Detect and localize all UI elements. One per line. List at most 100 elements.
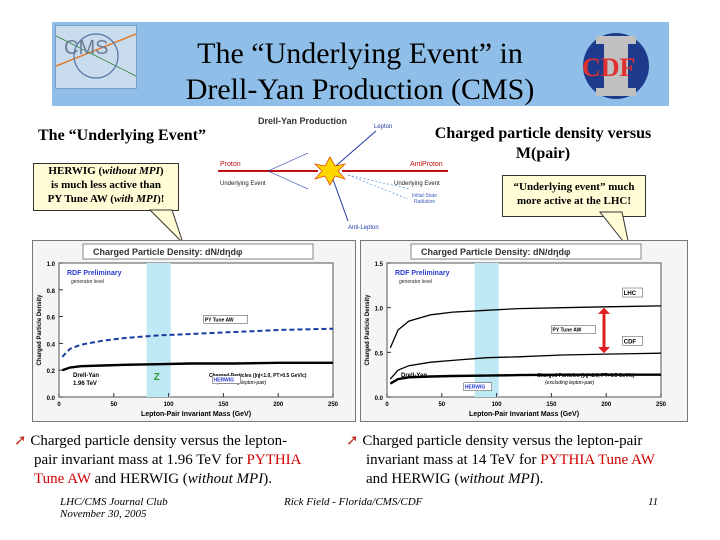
- slide-title: The “Underlying Event” in Drell-Yan Prod…: [150, 36, 570, 108]
- chart-title: Charged Particle Density: dN/dηdφ: [421, 247, 571, 257]
- z-label: Z: [154, 372, 160, 383]
- x-tick-label: 100: [164, 402, 175, 408]
- label-cdf: CDF: [624, 339, 637, 345]
- label-box-cdf: [622, 336, 643, 346]
- y-tick-label: 0.5: [375, 351, 384, 357]
- cuts-sub-label: (excluding lepton-pair): [217, 380, 267, 386]
- left-heading: The “Underlying Event”: [38, 127, 207, 144]
- x-tick-label: 50: [438, 402, 445, 408]
- z-mass-band: [474, 263, 499, 397]
- page-number: 11: [648, 496, 659, 508]
- label-lhc: LHC: [624, 291, 637, 297]
- series-line-cdf: [389, 352, 662, 380]
- label-box-herwig: [212, 375, 241, 384]
- bullet-right: ➚ Charged particle density versus the le…: [346, 433, 655, 487]
- label-herwig: HERWIG: [465, 385, 486, 391]
- ue-right-label: Underlying Event: [394, 181, 440, 187]
- chart-title: Charged Particle Density: dN/dηdφ: [93, 247, 243, 257]
- x-axis-label: Lepton-Pair Invariant Mass (GeV): [141, 411, 251, 418]
- proton-label: Proton: [220, 161, 241, 168]
- footer-center: Rick Field - Florida/CMS/CDF: [284, 496, 423, 508]
- annotation-sub: generator level: [71, 279, 104, 285]
- title-line-2: Drell-Yan Production (CMS): [185, 73, 535, 106]
- y-axis-label: Charged Particle Density: [37, 294, 43, 366]
- drell-yan-label: Drell-Yan: [73, 373, 99, 379]
- title-line-1: The “Underlying Event” in: [197, 37, 523, 70]
- label-py-tune-aw: PY Tune AW: [205, 317, 234, 323]
- chart-title-box: [410, 243, 642, 260]
- right-heading: Charged particle density versus M(pair): [418, 124, 668, 164]
- annotation-title: RDF Preliminary: [395, 270, 450, 277]
- cdf-logo: CDF: [578, 30, 656, 102]
- label-box-herwig: [463, 382, 492, 391]
- x-tick-label: 0: [385, 402, 389, 408]
- lepton-line: [329, 130, 377, 172]
- cms-logo: CMS: [55, 25, 137, 89]
- isr-label-2: Radiation: [414, 199, 435, 205]
- series-line-herwig: [389, 373, 661, 385]
- chart-title-box: [82, 243, 314, 260]
- isr-label-1: Initial-State: [412, 193, 437, 199]
- y-tick-label: 1.5: [375, 262, 384, 268]
- herwig-callout: HERWIG (without MPI) is much less active…: [33, 163, 179, 211]
- y-axis-label: Charged Particle Density: [365, 294, 371, 366]
- x-tick-label: 200: [601, 402, 612, 408]
- cdf-logo-text: CDF: [582, 53, 635, 82]
- series-line-herwig: [61, 361, 333, 372]
- diagram-title: Drell-Yan Production: [258, 116, 347, 126]
- lepton-label: Lepton: [374, 124, 392, 130]
- chart-right-panel: Charged Particle Density: dN/dηdφ 0.0 0.5 1…: [360, 240, 688, 422]
- right-heading-line-2: M(pair): [515, 145, 571, 162]
- right-heading-line-1: Charged particle density versus: [434, 125, 652, 142]
- z-mass-band: [146, 263, 171, 397]
- y-tick-label: 0.6: [47, 316, 56, 322]
- bullet-left: ➚ Charged particle density versus the le…: [14, 433, 302, 487]
- y-tick-label: 0.4: [47, 342, 56, 348]
- cms-logo-text: CMS: [64, 37, 108, 59]
- label-box-lhc: [622, 287, 643, 298]
- series-line-lhc: [389, 305, 662, 349]
- bullet-arrow-icon: ➚: [14, 433, 27, 449]
- ue-left-label: Underlying Event: [220, 181, 266, 187]
- energy-label: 1.96 TeV: [73, 381, 97, 387]
- y-tick-label: 1.0: [375, 307, 384, 313]
- cuts-label: Charged Particles (|η|<1.0, PT>0.5 GeV/c…: [537, 373, 635, 379]
- label-py-tune-aw: PY Tune AW: [552, 328, 581, 334]
- x-tick-label: 50: [110, 402, 117, 408]
- chart-left: Charged Particle Density: dN/dηdφ 0.0 0.2 0…: [37, 243, 339, 418]
- bullet-arrow-icon-2: ➚: [346, 433, 359, 449]
- y-tick-label: 1.0: [47, 262, 56, 268]
- x-axis-label: Lepton-Pair Invariant Mass (GeV): [469, 411, 579, 418]
- drell-yan-diagram: Drell-Yan Production Lepton Anti-Lepton …: [218, 116, 448, 231]
- drell-yan-label: Drell-Yan: [401, 373, 427, 379]
- x-tick-label: 150: [218, 402, 229, 408]
- anti-proton-label: AntiProton: [410, 161, 443, 168]
- plot-area: [58, 262, 334, 398]
- cuts-label: Charged Particles (|η|<1.0, PT>0.5 GeV/c…: [209, 373, 307, 379]
- label-herwig: HERWIG: [214, 378, 235, 384]
- label-box-py: [551, 325, 596, 334]
- x-tick-label: 0: [57, 402, 61, 408]
- annotation-sub: generator level: [399, 279, 432, 285]
- difference-arrow-head-bottom: [598, 346, 611, 354]
- title-banner: [52, 22, 669, 106]
- series-line-py-tune-aw: [61, 327, 334, 358]
- y-tick-label: 0.0: [47, 396, 56, 402]
- x-tick-label: 250: [656, 402, 667, 408]
- y-tick-label: 0.0: [375, 396, 384, 402]
- cuts-sub-label: (excluding lepton-pair): [545, 380, 595, 386]
- lhc-callout: “Underlying event” much more active at t…: [502, 175, 646, 217]
- y-tick-label: 0.8: [47, 289, 56, 295]
- chart-right: Charged Particle Density: dN/dηdφ 0.0 0.5 1…: [365, 243, 667, 418]
- x-tick-label: 150: [546, 402, 557, 408]
- x-tick-label: 100: [492, 402, 503, 408]
- y-tick-label: 0.2: [47, 369, 56, 375]
- chart-left-panel: Charged Particle Density: dN/dηdφ 0.0 0.2 0…: [32, 240, 356, 422]
- x-tick-label: 250: [328, 402, 339, 408]
- footer-left: LHC/CMS Journal Club November 30, 2005: [60, 496, 168, 520]
- anti-lepton-label: Anti-Lepton: [348, 225, 379, 231]
- annotation-title: RDF Preliminary: [67, 270, 122, 277]
- label-box-py: [203, 315, 248, 324]
- x-tick-label: 200: [273, 402, 284, 408]
- interaction-star: [313, 156, 347, 186]
